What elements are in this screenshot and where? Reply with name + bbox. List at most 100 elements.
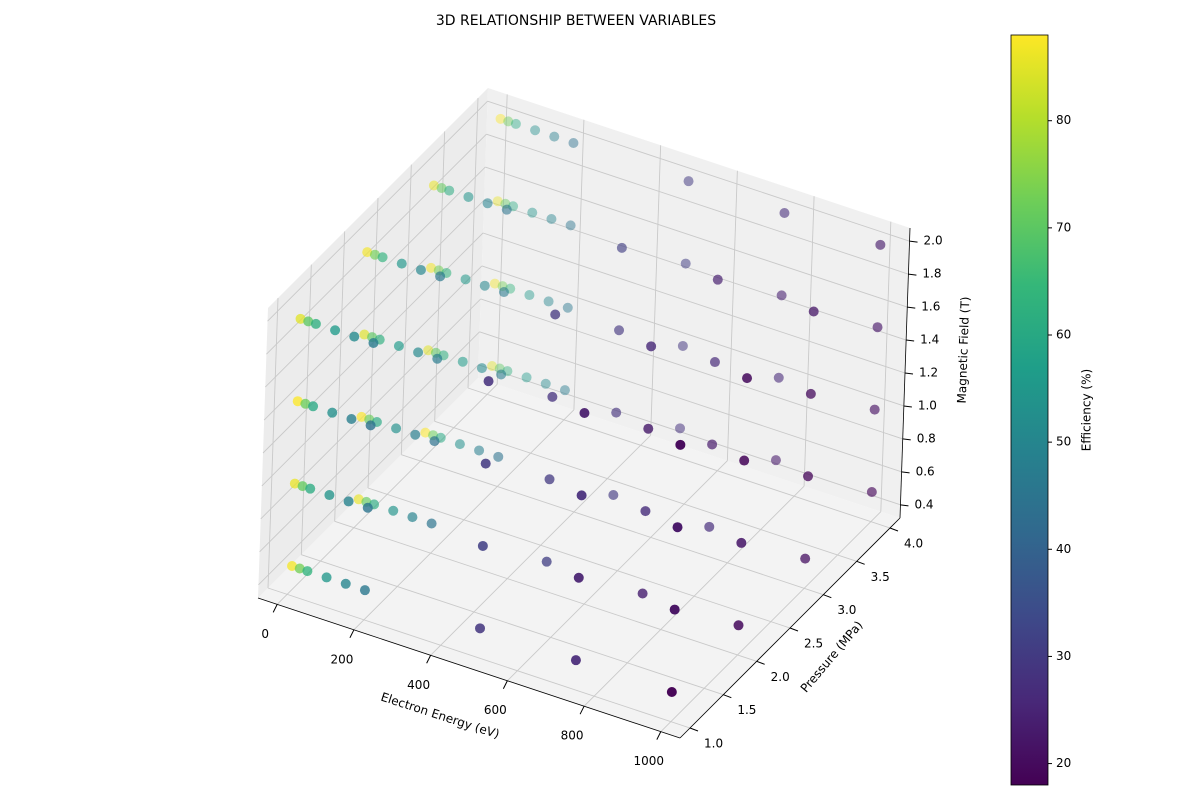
- scatter-point: [866, 486, 877, 497]
- scatter-point: [666, 686, 677, 697]
- scatter-point: [875, 239, 886, 250]
- scatter-point: [559, 385, 570, 396]
- x-axis-label: Electron Energy (eV): [379, 690, 501, 742]
- scatter-point: [643, 423, 654, 434]
- x-tick-label: 200: [330, 652, 353, 666]
- grid-line: [483, 199, 907, 341]
- scatter-point: [501, 204, 512, 215]
- scatter-point: [736, 537, 747, 548]
- scatter-point: [675, 423, 686, 434]
- scatter-point: [773, 372, 784, 383]
- scatter-point: [492, 196, 503, 207]
- scatter-point: [541, 556, 552, 567]
- scatter-point: [524, 290, 535, 301]
- scatter-point: [680, 258, 691, 269]
- scatter-point: [672, 522, 683, 533]
- scatter-point: [310, 318, 321, 329]
- scatter-point: [779, 208, 790, 218]
- scatter-point: [475, 623, 486, 634]
- scatter-point: [476, 363, 487, 374]
- grid-line: [261, 265, 483, 487]
- grid-line: [367, 487, 791, 629]
- scatter-point: [546, 214, 557, 225]
- colorbar-tick-label: 50: [1056, 435, 1071, 449]
- tick-mark: [907, 306, 916, 309]
- scatter-point: [294, 563, 305, 574]
- scatter-point: [637, 588, 648, 599]
- scatter-point: [388, 505, 399, 516]
- scatter-point: [346, 414, 357, 425]
- y-tick-label: 1.5: [737, 703, 756, 717]
- scatter-point: [444, 185, 455, 196]
- scatter-point: [482, 198, 493, 209]
- tick-mark: [426, 655, 432, 664]
- scatter-point: [550, 309, 561, 320]
- grid-line: [478, 364, 901, 506]
- scatter-point: [544, 474, 555, 485]
- scatter-point: [803, 471, 814, 482]
- scatter-point: [308, 401, 319, 412]
- tick-mark: [579, 705, 585, 715]
- tick-mark: [723, 694, 732, 699]
- grid-line: [259, 331, 480, 553]
- scatter-point: [292, 396, 303, 407]
- scatter-point: [426, 262, 437, 273]
- tick-mark: [908, 273, 917, 276]
- scatter-point: [432, 353, 443, 364]
- scatter-point: [616, 242, 627, 253]
- tick-mark: [906, 339, 915, 342]
- scatter-point: [614, 325, 625, 336]
- scatter-point: [646, 341, 657, 352]
- scatter-point: [543, 296, 554, 307]
- scatter-point: [436, 183, 447, 194]
- grid-line: [267, 100, 488, 322]
- z-tick-label: 1.2: [919, 366, 938, 380]
- scatter-point: [576, 490, 587, 501]
- x-tick-label: 400: [407, 678, 430, 692]
- scatter-point: [413, 347, 424, 358]
- scatter-point: [495, 113, 506, 124]
- z-tick-label: 0.8: [917, 431, 936, 445]
- scatter-point: [426, 518, 437, 529]
- y-tick-label: 4.0: [904, 537, 923, 551]
- tick-mark: [903, 405, 912, 408]
- tick-mark: [901, 471, 910, 474]
- scatter-point: [565, 220, 576, 231]
- scatter-point: [428, 180, 439, 191]
- scatter-point: [321, 572, 332, 583]
- grid-line: [486, 133, 909, 275]
- x-tick-label: 800: [561, 729, 584, 743]
- scatter-point: [289, 478, 300, 489]
- scatter-point: [770, 455, 781, 466]
- scatter-point: [287, 560, 298, 571]
- scatter-point: [480, 458, 491, 469]
- scatter-point: [429, 436, 440, 447]
- scatter-point: [739, 455, 750, 466]
- grid-line: [267, 587, 691, 729]
- scatter-point: [300, 398, 311, 409]
- tick-mark: [272, 604, 278, 613]
- scatter-point: [869, 404, 880, 415]
- scatter-point: [463, 191, 474, 202]
- scatter-point: [733, 620, 744, 631]
- z-axis-label: Magnetic Field (T): [955, 296, 973, 403]
- scatter-point: [808, 306, 819, 317]
- scatter-point: [420, 427, 431, 438]
- scatter-point: [423, 345, 434, 356]
- z-tick-label: 1.4: [920, 333, 939, 347]
- scatter-point: [707, 439, 718, 450]
- scatter-point: [712, 274, 723, 285]
- scatter-point: [573, 572, 584, 583]
- scatter-point: [683, 176, 694, 187]
- tick-mark: [789, 627, 799, 632]
- scatter-point: [503, 116, 514, 127]
- tick-mark: [502, 680, 508, 689]
- z-tick-label: 2.0: [924, 234, 943, 248]
- colorbar-tick-label: 80: [1056, 113, 1071, 127]
- tick-mark: [909, 240, 918, 243]
- tick-mark: [656, 731, 662, 740]
- scatter-point: [327, 407, 338, 418]
- grid-line: [258, 364, 479, 586]
